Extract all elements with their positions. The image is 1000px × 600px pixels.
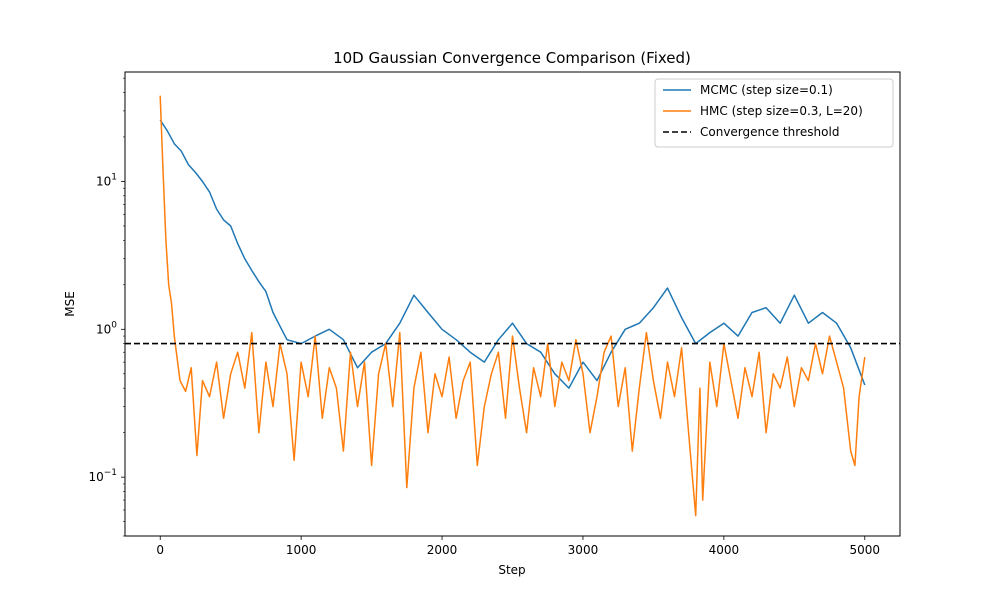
x-tick-label: 4000: [709, 543, 740, 557]
series-line-1: [159, 95, 866, 517]
y-axis-label: MSE: [63, 291, 77, 317]
y-axis: 10−1 100 101: [88, 77, 125, 537]
x-tick-label: 0: [156, 543, 164, 557]
legend: MCMC (step size=0.1) HMC (step size=0.3, …: [654, 78, 894, 148]
plot-area: [125, 95, 900, 517]
x-axis: 0 1000 2000 3000 4000 5000: [156, 536, 880, 557]
legend-label-1: HMC (step size=0.3, L=20): [700, 104, 863, 118]
x-tick-label: 1000: [286, 543, 317, 557]
legend-label-0: MCMC (step size=0.1): [700, 83, 833, 97]
x-tick-label: 3000: [568, 543, 599, 557]
y-tick-label: 100: [96, 320, 117, 336]
legend-label-2: Convergence threshold: [700, 125, 839, 139]
plot-frame: [124, 71, 901, 537]
y-tick-label: 10−1: [88, 468, 117, 484]
y-tick-label: 101: [96, 172, 117, 188]
x-axis-label: Step: [498, 563, 525, 577]
x-tick-label: 5000: [849, 543, 880, 557]
series-line-0: [159, 119, 866, 389]
x-tick-label: 2000: [427, 543, 458, 557]
chart-title: 10D Gaussian Convergence Comparison (Fix…: [333, 49, 691, 67]
legend-box: [654, 78, 894, 148]
